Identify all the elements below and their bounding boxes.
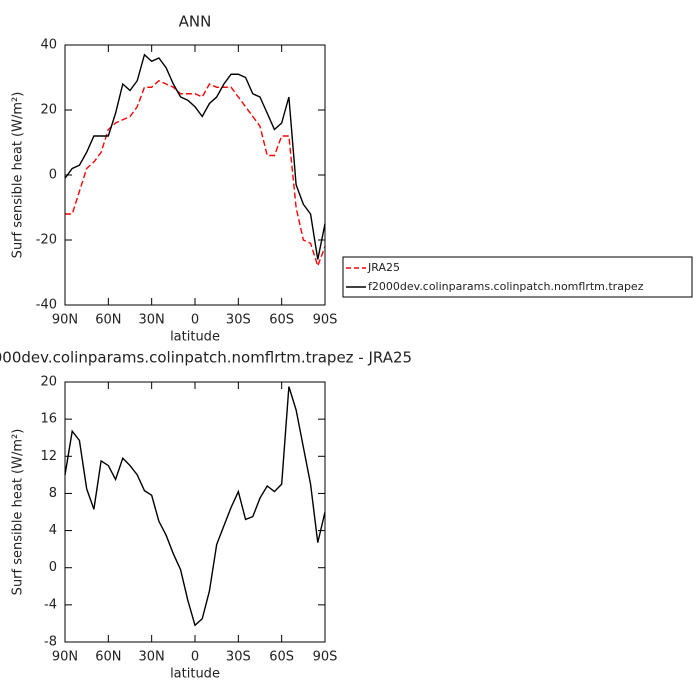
y-tick-label: 0 — [49, 168, 57, 183]
legend-label: JRA25 — [367, 261, 400, 274]
x-tick-label: 60S — [269, 650, 294, 665]
x-tick-label: 30S — [226, 313, 251, 328]
plot-frame — [64, 44, 326, 306]
y-tick-label: 40 — [40, 38, 57, 53]
data-line — [65, 79, 326, 269]
chart-title: f2000dev.colinparams.colinpatch.nomflrtm… — [0, 349, 412, 367]
x-tick-label: 60S — [269, 313, 294, 328]
chart-title: ANN — [179, 13, 212, 31]
y-tick-label: 12 — [40, 449, 57, 464]
x-axis-label: latitude — [170, 667, 220, 682]
x-tick-label: 90N — [52, 313, 78, 328]
x-axis-label: latitude — [170, 330, 220, 345]
legend: JRA25 f2000dev.colinparams.colinpatch.nom… — [342, 256, 693, 298]
y-tick-label: 0 — [49, 560, 57, 575]
y-tick-label: 16 — [40, 412, 57, 427]
y-tick-label: -20 — [36, 233, 57, 248]
legend-box — [342, 256, 693, 298]
data-line — [64, 386, 326, 627]
x-tick-label: 90S — [313, 650, 338, 665]
x-tick-label: 0 — [191, 650, 199, 665]
y-tick-label: -40 — [36, 298, 57, 313]
y-tick-label: 20 — [40, 103, 57, 118]
x-tick-label: 30N — [139, 650, 165, 665]
y-tick-label: 20 — [40, 375, 57, 390]
x-tick-label: 0 — [191, 313, 199, 328]
plot-frame — [64, 381, 326, 643]
y-axis-label: Surf sensible heat (W/m²) — [11, 92, 26, 259]
x-tick-label: 60N — [95, 650, 121, 665]
y-tick-label: -4 — [44, 597, 57, 612]
x-tick-label: 90S — [313, 313, 338, 328]
data-line — [64, 53, 326, 260]
y-tick-label: 8 — [49, 486, 57, 501]
x-tick-label: 30N — [139, 313, 165, 328]
y-tick-label: 4 — [49, 523, 57, 538]
x-tick-label: 90N — [52, 650, 78, 665]
x-tick-label: 60N — [95, 313, 121, 328]
x-tick-label: 30S — [226, 650, 251, 665]
y-tick-label: -8 — [44, 635, 57, 650]
legend-label: f2000dev.colinparams.colinpatch.nomflrtm… — [368, 280, 644, 293]
y-axis-label: Surf sensible heat (W/m²) — [11, 429, 26, 596]
